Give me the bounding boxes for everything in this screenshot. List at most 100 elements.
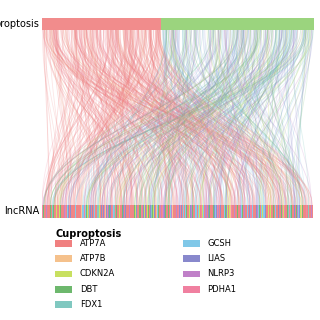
Bar (237, 205, 238, 218)
Bar (186, 205, 187, 218)
Bar (150, 205, 151, 218)
Bar (197, 205, 198, 218)
Bar (100, 205, 101, 218)
Bar (104, 205, 105, 218)
Bar (53, 205, 54, 218)
Bar (162, 205, 163, 218)
Text: PDHA1: PDHA1 (208, 285, 236, 294)
Bar (133, 205, 134, 218)
Bar (247, 205, 248, 218)
Bar (296, 205, 297, 218)
Bar (58, 205, 59, 218)
Bar (221, 205, 222, 218)
Bar (195, 205, 196, 218)
Bar (294, 205, 295, 218)
Bar (266, 205, 267, 218)
Bar (291, 205, 292, 218)
Bar (273, 205, 274, 218)
Bar (175, 205, 176, 218)
Bar (200, 205, 201, 218)
Bar (174, 205, 175, 218)
Bar (128, 205, 129, 218)
Bar (210, 205, 211, 218)
Bar (42, 18, 161, 30)
Bar (57, 205, 58, 218)
Bar (79, 205, 80, 218)
Bar (234, 205, 235, 218)
Bar (77, 205, 78, 218)
Bar (199, 205, 200, 218)
Bar (217, 205, 218, 218)
Bar (206, 205, 207, 218)
Bar (191, 205, 192, 218)
Bar (42, 205, 43, 218)
Bar (301, 205, 302, 218)
Bar (177, 205, 178, 218)
Bar (125, 205, 126, 218)
Bar (111, 205, 112, 218)
Bar (251, 205, 252, 218)
Bar (134, 205, 135, 218)
Bar (49, 205, 50, 218)
Bar (102, 205, 103, 218)
Bar (152, 205, 153, 218)
Bar (265, 205, 266, 218)
Bar (182, 205, 183, 218)
Bar (87, 205, 88, 218)
Bar (72, 205, 73, 218)
Bar (225, 205, 226, 218)
Bar (173, 205, 174, 218)
Bar (124, 205, 125, 218)
Bar (259, 205, 260, 218)
Bar (229, 205, 230, 218)
Bar (103, 205, 104, 218)
Bar (183, 240, 200, 246)
Bar (267, 205, 268, 218)
Bar (183, 205, 184, 218)
Bar (47, 205, 48, 218)
Bar (56, 205, 57, 218)
Bar (136, 205, 137, 218)
Bar (180, 205, 181, 218)
Bar (55, 286, 72, 292)
Bar (117, 205, 118, 218)
Bar (55, 301, 72, 308)
Text: LIAS: LIAS (208, 254, 226, 263)
Bar (272, 205, 273, 218)
Bar (303, 205, 304, 218)
Bar (153, 205, 154, 218)
Bar (80, 205, 81, 218)
Bar (110, 205, 111, 218)
Bar (105, 205, 106, 218)
Bar (222, 205, 223, 218)
Bar (243, 205, 244, 218)
Bar (302, 205, 303, 218)
Bar (65, 205, 66, 218)
Bar (179, 205, 180, 218)
Bar (112, 205, 113, 218)
Bar (81, 205, 82, 218)
Bar (298, 205, 299, 218)
Bar (289, 205, 290, 218)
Text: CDKN2A: CDKN2A (80, 269, 115, 278)
Bar (60, 205, 61, 218)
Bar (137, 205, 138, 218)
Bar (235, 205, 236, 218)
Bar (141, 205, 142, 218)
Bar (121, 205, 122, 218)
Bar (99, 205, 100, 218)
Bar (86, 205, 87, 218)
Bar (232, 205, 233, 218)
Bar (159, 205, 160, 218)
Bar (260, 205, 261, 218)
Bar (142, 205, 143, 218)
Bar (293, 205, 294, 218)
Bar (268, 205, 269, 218)
Bar (184, 205, 185, 218)
Bar (154, 205, 155, 218)
Bar (107, 205, 108, 218)
Bar (98, 205, 99, 218)
Bar (297, 205, 298, 218)
Bar (78, 205, 79, 218)
Bar (188, 205, 189, 218)
